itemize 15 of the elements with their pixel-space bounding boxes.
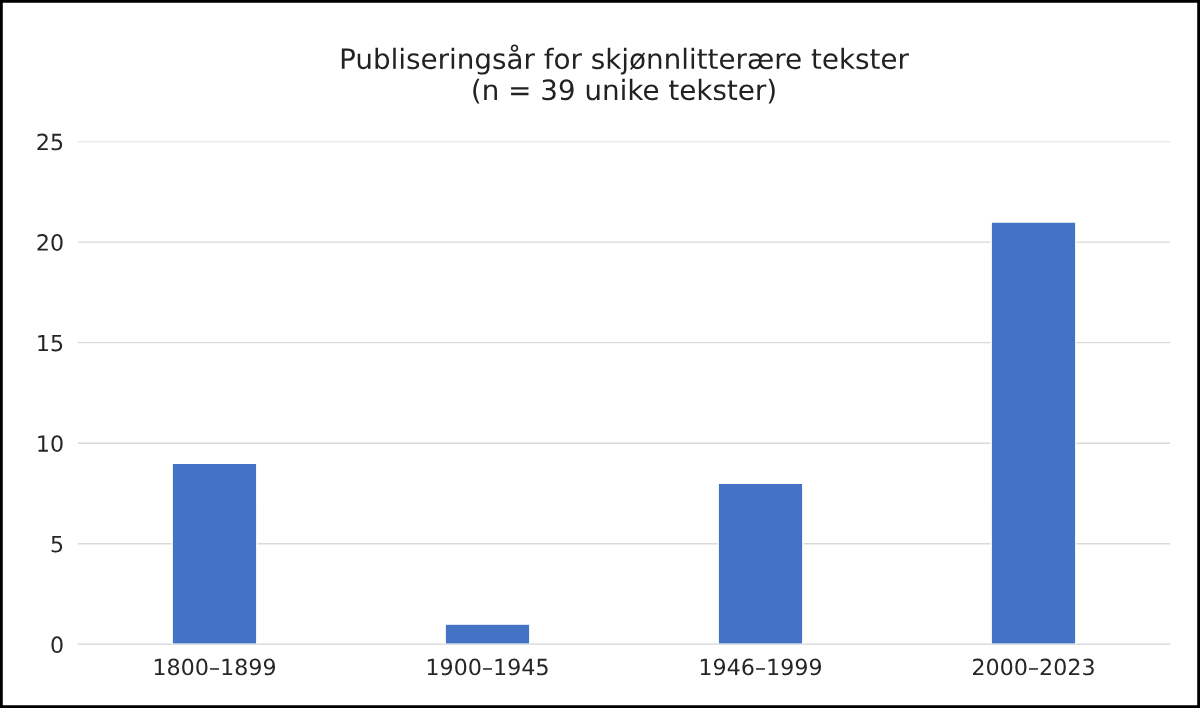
x-tick-label: 1800–1899 [154, 658, 276, 676]
y-tick-label: 25 [37, 133, 63, 151]
bar [171, 462, 258, 645]
y-tick-label: 10 [38, 435, 63, 452]
y-tick-label: 15 [38, 334, 63, 352]
bar [990, 221, 1077, 645]
bar [717, 482, 804, 645]
chart-title: Publiseringsår for skjønnlitterære tekster (n = 39 unike tekster) [341, 44, 909, 104]
y-tick-label: 0 [51, 636, 63, 654]
x-tick-label: 1900–1945 [427, 658, 548, 676]
y-tick-label: 5 [51, 535, 63, 553]
y-tick-label: 20 [37, 234, 63, 251]
x-tick-label: 1946–1999 [700, 658, 822, 676]
x-tick-label: 2000–2023 [973, 658, 1094, 676]
bar [444, 623, 531, 645]
